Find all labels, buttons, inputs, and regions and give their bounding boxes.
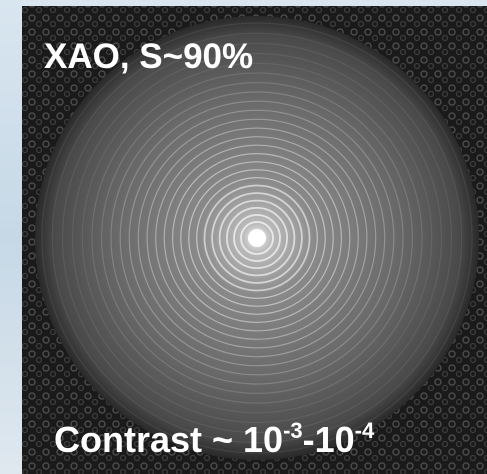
caption-middle: -10 bbox=[303, 419, 355, 460]
caption-exponent: -4 bbox=[355, 418, 375, 443]
image-title: XAO, S~90% bbox=[44, 37, 253, 76]
contrast-caption: Contrast ~ 10-3-10-4 bbox=[54, 418, 375, 460]
caption-exponent: -3 bbox=[283, 418, 303, 443]
psf-core bbox=[248, 229, 266, 247]
caption-base: Contrast ~ 10 bbox=[54, 419, 283, 460]
psf-image: XAO, S~90% Contrast ~ 10-3-10-4 bbox=[0, 0, 487, 474]
page: XAO, S~90% Contrast ~ 10-3-10-4 (() => {… bbox=[0, 0, 487, 474]
